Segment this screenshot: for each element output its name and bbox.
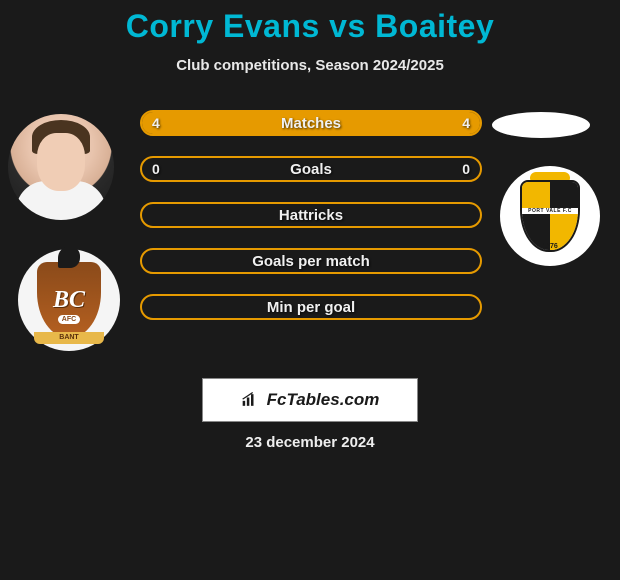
player-right-placeholder <box>492 112 590 138</box>
club-left-badge: BC AFC BANT <box>18 249 120 351</box>
pv-shield: PORT VALE F.C <box>520 180 580 252</box>
stat-bar: Matches4 4 <box>140 110 482 136</box>
bar-label: Goals per match <box>142 250 480 272</box>
rooster-icon <box>58 246 80 268</box>
bar-chart-icon <box>241 392 261 408</box>
bc-banner: BANT <box>34 332 104 344</box>
bar-value-left: 4 <box>152 112 160 134</box>
bar-label: Min per goal <box>142 296 480 318</box>
bc-shield: BC AFC BANT <box>37 262 101 338</box>
bar-value-left: 0 <box>152 158 160 180</box>
bc-afc: AFC <box>58 315 80 324</box>
stat-bars: Matches4 4 Goals0 0 Hattricks Goals per match… <box>140 110 482 340</box>
footer-brand-text: FcTables.com <box>267 390 380 410</box>
player-face <box>37 133 85 191</box>
footer-brand-box[interactable]: FcTables.com <box>202 378 418 422</box>
pv-year: 1876 <box>542 243 558 250</box>
bc-initials: BC <box>53 287 85 314</box>
comparison-panel: BC AFC BANT PORT VALE F.C 1876 Matches4 4… <box>0 104 620 384</box>
page-subtitle: Club competitions, Season 2024/2025 <box>0 57 620 74</box>
snapshot-date: 23 december 2024 <box>0 434 620 451</box>
bar-label: Goals <box>142 158 480 180</box>
stat-bar: Min per goal <box>140 294 482 320</box>
bar-label: Hattricks <box>142 204 480 226</box>
bar-label: Matches <box>142 112 480 134</box>
stat-bar: Goals per match <box>140 248 482 274</box>
bar-value-right: 0 <box>462 158 470 180</box>
bar-value-right: 4 <box>462 112 470 134</box>
page-title: Corry Evans vs Boaitey <box>0 0 620 45</box>
pv-top <box>522 182 578 208</box>
player-left-photo <box>8 114 114 220</box>
stat-bar: Hattricks <box>140 202 482 228</box>
club-right-badge: PORT VALE F.C 1876 <box>500 166 600 266</box>
stat-bar: Goals0 0 <box>140 156 482 182</box>
